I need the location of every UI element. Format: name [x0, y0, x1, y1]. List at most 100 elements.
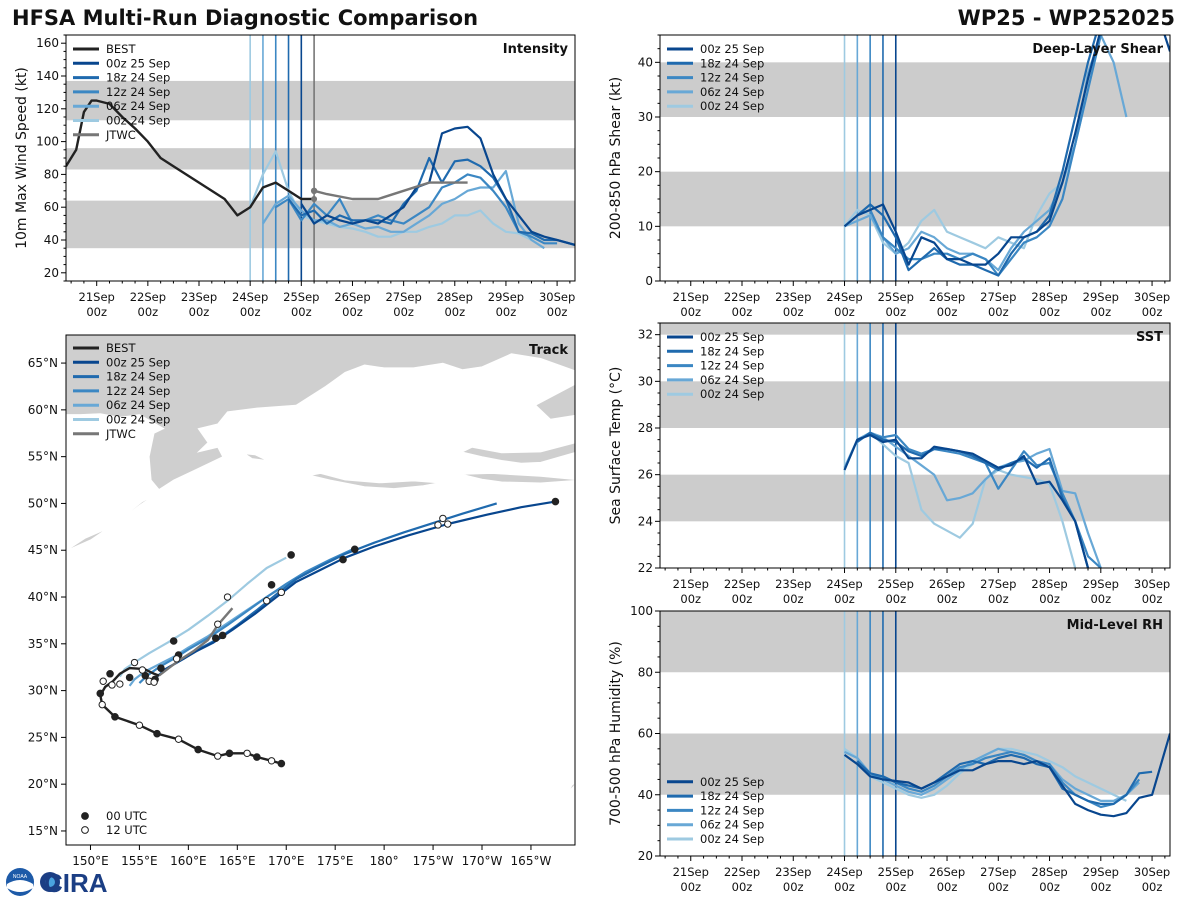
rh-legend-label: 00z 24 Sep	[700, 832, 764, 846]
intensity-xtick-label: 28Sep	[437, 290, 473, 304]
track-point-00utc	[157, 664, 165, 672]
sst-legend-label: 12z 24 Sep	[700, 359, 764, 373]
intensity-xtick-label: 23Sep	[181, 290, 217, 304]
track-point-00utc	[153, 729, 161, 738]
track-point-00utc	[106, 669, 114, 678]
intensity-series-line	[313, 181, 468, 201]
track-marker-legend-label: 12 UTC	[106, 823, 147, 837]
noaa-logo: NOAA	[6, 868, 34, 896]
intensity-ytick-label: 100	[36, 135, 59, 149]
intensity-ytick-label: 80	[44, 167, 59, 181]
track-panel: 150°E 155°E 160°E 165°E 170°E 175°E 180° 175°W 1…	[28, 334, 576, 868]
track-xtick-label: 170°E	[268, 854, 305, 868]
shear-series-line	[843, 35, 1170, 266]
rh-xtick-sublabel: 00z	[1039, 880, 1060, 894]
track-ytick-label: 60°N	[28, 403, 58, 417]
track-legend-label: 06z 24 Sep	[106, 398, 170, 412]
shear-xtick-label: 25Sep	[878, 290, 914, 304]
track-ytick-label: 20°N	[28, 777, 58, 791]
intensity-xtick-label: 25Sep	[283, 290, 319, 304]
shear-legend-label: 18z 24 Sep	[700, 56, 764, 70]
track-marker-legend-label: 00 UTC	[106, 809, 147, 823]
shear-series-line	[856, 35, 1098, 277]
track-xtick-label: 180°	[370, 854, 399, 868]
track-legend-label: 12z 24 Sep	[106, 384, 170, 398]
sst-xtick-label: 29Sep	[1083, 577, 1119, 591]
shear-panel: 01020304021Sep00z22Sep00z23Sep00z24Sep00…	[608, 34, 1171, 319]
track-xtick-label: 175°E	[317, 854, 354, 868]
track-point-12utc	[174, 735, 183, 743]
track-marker-legend-symbol	[81, 812, 89, 820]
track-point-00utc	[111, 712, 119, 721]
rh-ylabel: 700-500 hPa Humidity (%)	[608, 641, 624, 826]
track-ytick-label: 50°N	[28, 496, 58, 510]
sst-xtick-label: 21Sep	[673, 577, 709, 591]
shear-ylabel: 200-850 hPa Shear (kt)	[608, 77, 624, 239]
rh-xtick-label: 28Sep	[1031, 865, 1067, 879]
track-line	[158, 500, 556, 677]
track-marker-legend-symbol	[81, 826, 89, 834]
shear-plot-area	[660, 35, 1170, 281]
rh-ytick-label: 100	[630, 604, 653, 618]
shear-xtick-label: 28Sep	[1031, 290, 1067, 304]
shear-xtick-sublabel: 00z	[1090, 305, 1111, 319]
shear-xtick-label: 21Sep	[673, 290, 709, 304]
sst-ylabel: Sea Surface Temp (°C)	[608, 367, 624, 525]
track-line	[99, 666, 282, 765]
track-xtick-label: 165°W	[511, 854, 552, 868]
track-point-00utc	[287, 551, 295, 559]
intensity-ytick-label: 20	[44, 266, 59, 280]
rh-xtick-label: 26Sep	[929, 865, 965, 879]
intensity-legend-label: BEST	[106, 42, 136, 56]
sst-xtick-sublabel: 00z	[834, 592, 855, 606]
rh-band	[660, 611, 1170, 673]
sst-series-line	[843, 433, 1090, 568]
sst-plot-area	[660, 323, 1170, 568]
intensity-ytick-label: 120	[36, 102, 59, 116]
sst-xtick-label: 26Sep	[929, 577, 965, 591]
cira-logo: CIRA	[40, 868, 108, 898]
sst-ytick-label: 30	[638, 374, 653, 388]
track-point-12utc	[444, 520, 452, 528]
track-point-12utc	[243, 749, 251, 757]
sst-xtick-label: 25Sep	[878, 577, 914, 591]
intensity-xtick-sublabel: 00z	[138, 305, 159, 319]
intensity-panel-title: Intensity	[503, 42, 569, 57]
track-point-12utc	[99, 677, 107, 685]
track-point-00utc	[339, 555, 347, 564]
track-point-12utc	[135, 721, 144, 729]
track-point-00utc	[350, 545, 359, 554]
shear-xtick-sublabel: 00z	[834, 305, 855, 319]
intensity-legend-label: 06z 24 Sep	[106, 99, 170, 113]
intensity-legend-label: 12z 24 Sep	[106, 85, 170, 99]
track-point-00utc	[267, 581, 276, 589]
rh-xtick-label: 23Sep	[775, 865, 811, 879]
intensity-panel: 2040608010012014016021Sep00z22Sep00z23Se…	[14, 34, 576, 319]
rh-panel-title: Mid-Level RH	[1067, 618, 1163, 633]
track-xtick-label: 170°W	[462, 854, 503, 868]
track-point-12utc	[138, 666, 147, 674]
shear-xtick-sublabel: 00z	[680, 305, 701, 319]
shear-panel-title: Deep-Layer Shear	[1032, 42, 1163, 57]
rh-xtick-sublabel: 00z	[1142, 880, 1163, 894]
land-aleutians-east	[462, 473, 575, 484]
track-ytick-label: 25°N	[28, 730, 58, 744]
shear-legend-label: 06z 24 Sep	[700, 85, 764, 99]
track-point-00utc	[194, 745, 202, 754]
sst-xtick-label: 22Sep	[724, 577, 760, 591]
track-point-00utc	[551, 497, 560, 506]
track-ytick-label: 35°N	[28, 637, 58, 651]
intensity-ytick-label: 60	[44, 200, 59, 214]
rh-xtick-sublabel: 00z	[937, 880, 958, 894]
sst-xtick-sublabel: 00z	[1142, 592, 1163, 606]
track-point-12utc	[172, 655, 181, 663]
track-point-00utc	[253, 753, 261, 761]
intensity-xtick-sublabel: 00z	[496, 305, 517, 319]
track-xtick-label: 175°W	[413, 854, 454, 868]
sst-xtick-label: 27Sep	[980, 577, 1016, 591]
shear-ytick-label: 20	[638, 165, 653, 179]
intensity-series-line	[66, 99, 315, 217]
intensity-xtick-label: 24Sep	[232, 290, 268, 304]
shear-legend-label: 00z 24 Sep	[700, 99, 764, 113]
land-alaska-peninsula	[461, 442, 575, 464]
